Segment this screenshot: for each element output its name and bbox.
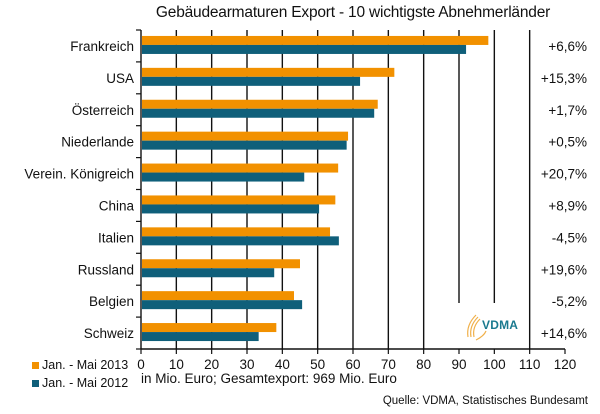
legend-swatch-2013 <box>32 361 39 369</box>
x-tick-label: 30 <box>239 357 254 372</box>
legend: Jan. - Mai 2013 Jan. - Mai 2012 <box>32 356 128 392</box>
x-tick-label: 60 <box>345 357 360 372</box>
logo-text: VDMA <box>482 318 519 332</box>
change-annotation: -5,2% <box>552 294 587 309</box>
category-label: USA <box>106 71 134 86</box>
category-label: Österreich <box>72 103 134 118</box>
source-note: Quelle: VDMA, Statistisches Bundesamt <box>382 395 588 407</box>
change-annotation: +14,6% <box>541 326 587 341</box>
change-annotation: +19,6% <box>541 262 587 277</box>
bar-2012 <box>142 76 361 86</box>
category-label: Schweiz <box>84 326 135 341</box>
change-annotation: -4,5% <box>552 230 587 245</box>
bar-2013 <box>142 227 331 237</box>
x-tick-label: 50 <box>310 357 325 372</box>
bar-2012 <box>142 300 303 310</box>
bar-2013 <box>142 195 336 205</box>
x-tick-label: 100 <box>483 357 506 372</box>
category-label: Verein. Königreich <box>24 167 134 182</box>
x-axis-label: in Mio. Euro; Gesamtexport: 969 Mio. Eur… <box>141 371 397 386</box>
legend-label-2012: Jan. - Mai 2012 <box>42 376 129 390</box>
legend-label-2013: Jan. - Mai 2013 <box>42 358 129 372</box>
legend-item-2013: Jan. - Mai 2013 <box>32 356 128 374</box>
bar-2013 <box>142 323 277 333</box>
change-annotation: +15,3% <box>541 71 587 86</box>
vdma-wave-icon <box>467 314 487 341</box>
category-label: Niederlande <box>61 135 134 150</box>
x-tick-label: 80 <box>416 357 431 372</box>
bar-2013 <box>142 163 339 173</box>
category-label: Belgien <box>89 294 134 309</box>
category-label: China <box>99 198 135 213</box>
x-tick-label: 90 <box>451 357 466 372</box>
bar-2012 <box>142 172 305 182</box>
x-tick-label: 70 <box>381 357 396 372</box>
change-annotation: +8,9% <box>548 198 587 213</box>
bar-2013 <box>142 67 395 77</box>
category-label: Italien <box>98 230 134 245</box>
change-annotation: +20,7% <box>541 167 587 182</box>
x-tick-label: 110 <box>519 357 541 372</box>
bar-2012 <box>142 268 275 278</box>
change-annotation: +1,7% <box>548 103 587 118</box>
vdma-logo: VDMA <box>462 311 522 341</box>
category-label: Frankreich <box>70 39 134 54</box>
x-tick-label: 20 <box>204 357 219 372</box>
category-label: Russland <box>78 262 134 277</box>
legend-item-2012: Jan. - Mai 2012 <box>32 374 128 392</box>
bar-2013 <box>142 131 349 141</box>
change-annotation: +0,5% <box>548 135 587 150</box>
bar-2012 <box>142 140 347 150</box>
bar-2012 <box>142 332 259 342</box>
bar-2013 <box>142 259 300 269</box>
bar-2013 <box>142 99 378 109</box>
bar-2013 <box>142 291 294 301</box>
x-tick-label: 10 <box>169 357 184 372</box>
change-annotation: +6,6% <box>548 39 587 54</box>
x-tick-label: 40 <box>275 357 290 372</box>
bar-2012 <box>142 236 339 246</box>
bar-2013 <box>142 35 489 45</box>
legend-swatch-2012 <box>32 379 39 387</box>
x-tick-label: 0 <box>137 357 145 372</box>
x-tick-label: 120 <box>554 357 577 372</box>
chart-title: Gebäudearmaturen Export - 10 wichtigste … <box>155 4 551 21</box>
bar-2012 <box>142 204 320 214</box>
bar-2012 <box>142 108 375 118</box>
bar-2012 <box>142 44 467 54</box>
